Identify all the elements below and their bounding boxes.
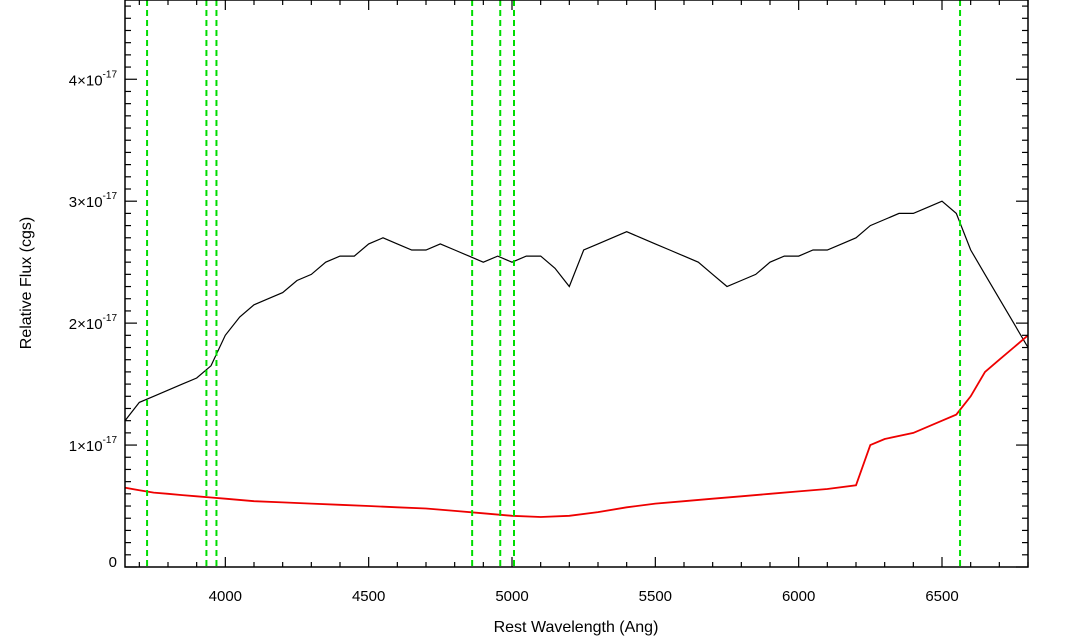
x-tick-label: 4000 [209,588,242,605]
spectrum-line [125,200,1028,422]
x-tick-label: 4500 [352,588,385,605]
axis-ticks [125,0,1029,568]
x-axis-title: Rest Wavelength (Ang) [494,619,659,636]
error-line [125,334,1028,518]
y-tick-label: 1×10-17 [69,435,118,455]
y-tick-label: 2×10-17 [69,313,118,333]
y-tick-label: 3×10-17 [69,191,118,211]
y-tick-label: 4×10-17 [69,69,118,89]
x-tick-labels: 4000 4500 5000 5500 6000 6500 [209,588,959,605]
reference-lines [146,0,962,567]
plot-frame [124,0,1029,568]
x-tick-label: 6500 [925,588,958,605]
series-layer [125,200,1028,518]
x-tick-label: 5500 [639,588,672,605]
y-tick-labels: 0 1×10-17 2×10-17 3×10-17 4×10-17 [69,69,118,571]
y-axis-title: Relative Flux (cgs) [18,217,35,349]
y-tick-label: 0 [109,554,117,571]
x-tick-label: 5000 [495,588,528,605]
x-tick-label: 6000 [782,588,815,605]
